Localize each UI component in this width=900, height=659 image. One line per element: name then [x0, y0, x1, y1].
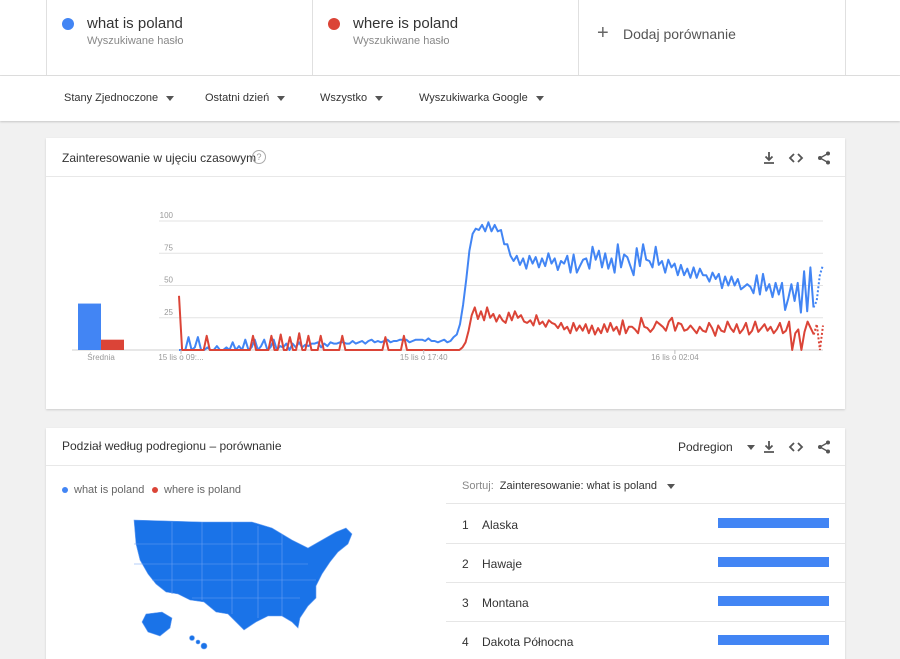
search-term-2[interactable]: where is poland Wyszukiwane hasło [312, 0, 578, 76]
help-icon[interactable]: ? [252, 150, 266, 164]
x-tick-label: 15 lis o 09:... [158, 353, 203, 362]
chevron-down-icon [535, 95, 544, 101]
interest-over-time-card: Zainteresowanie w ujęciu czasowym ? 100 7… [46, 138, 845, 409]
chevron-down-icon [375, 95, 384, 101]
card-title: Podział według podregionu – porównanie [62, 439, 282, 453]
series-partial-data-line [812, 264, 824, 308]
search-terms-bar: what is poland Wyszukiwane hasło where i… [0, 0, 900, 76]
y-tick-label: 25 [164, 308, 173, 317]
divider [46, 465, 845, 466]
share-icon[interactable] [816, 439, 832, 455]
legend-dot [152, 487, 158, 494]
interest-chart: 100 75 50 25 Średnia 15 lis o 09:... 15 lis … [72, 211, 824, 362]
region-name: Alaska [482, 518, 519, 532]
x-tick-label: 16 lis o 02:04 [651, 353, 699, 362]
filter-bar: Stany Zjednoczone Ostatni dzień Wszystko… [0, 76, 900, 121]
rank-number: 4 [462, 635, 469, 649]
region-name: Dakota Północna [482, 635, 574, 649]
dropdown-label: Podregion [678, 440, 733, 454]
legend-item: where is poland [152, 484, 241, 496]
average-bar[interactable] [101, 339, 124, 350]
share-icon[interactable] [816, 150, 832, 166]
interest-bar [718, 596, 829, 606]
y-tick-label: 75 [164, 243, 173, 252]
y-tick-label: 50 [164, 276, 173, 285]
plus-icon: + [597, 22, 609, 44]
divider [446, 543, 845, 544]
sort-label: Sortuj: [462, 480, 494, 492]
series-color-dot [328, 18, 340, 30]
subregion-dropdown[interactable]: Podregion [678, 440, 755, 454]
filter-category[interactable]: Wszystko [320, 92, 384, 104]
interest-bar [718, 557, 829, 567]
filter-region[interactable]: Stany Zjednoczone [64, 92, 175, 104]
chevron-down-icon [277, 95, 286, 101]
card-title: Zainteresowanie w ujęciu czasowym [62, 151, 257, 165]
region-name: Hawaje [482, 557, 523, 571]
filter-label: Ostatni dzień [205, 92, 270, 104]
rank-number: 2 [462, 557, 469, 571]
filter-label: Wszystko [320, 92, 368, 104]
rank-number: 1 [462, 518, 469, 532]
add-comparison-button[interactable]: + Dodaj porównanie [578, 0, 846, 76]
filter-time-range[interactable]: Ostatni dzień [205, 92, 286, 104]
filter-label: Wyszukiwarka Google [419, 92, 528, 104]
y-tick-label: 100 [160, 211, 174, 220]
filter-label: Stany Zjednoczone [64, 92, 159, 104]
embed-icon[interactable] [788, 150, 804, 166]
legend-item: what is poland [62, 484, 144, 496]
series-partial-data-line [812, 323, 824, 351]
series-color-dot [62, 18, 74, 30]
ranking-row[interactable]: 2 Hawaje [446, 543, 845, 582]
chevron-down-icon [746, 445, 755, 451]
chevron-down-icon [666, 483, 675, 489]
series-line[interactable] [179, 221, 815, 351]
interest-bar [718, 518, 829, 528]
subregion-card: Podział według podregionu – porównanie P… [46, 428, 845, 659]
search-term-text[interactable]: what is poland [87, 15, 183, 32]
search-term-1[interactable]: what is poland Wyszukiwane hasło [46, 0, 312, 76]
divider [446, 582, 845, 583]
sort-value: Zainteresowanie: what is poland [499, 480, 657, 492]
legend-label: where is poland [164, 484, 242, 496]
divider [446, 621, 845, 622]
interest-bar [718, 635, 829, 645]
divider [446, 503, 845, 504]
average-label: Średnia [87, 353, 115, 362]
search-term-subtitle: Wyszukiwane hasło [353, 35, 450, 47]
ranking-row[interactable]: 4 Dakota Północna [446, 621, 845, 659]
sort-control[interactable]: Sortuj: Zainteresowanie: what is poland [462, 480, 675, 492]
embed-icon[interactable] [788, 439, 804, 455]
divider [46, 176, 845, 177]
legend-label: what is poland [74, 484, 145, 496]
legend-dot [62, 487, 68, 494]
x-tick-label: 15 lis o 17:40 [400, 353, 448, 362]
search-term-subtitle: Wyszukiwane hasło [87, 35, 184, 47]
series-line[interactable] [178, 295, 815, 351]
rank-number: 3 [462, 596, 469, 610]
chevron-down-icon [166, 95, 175, 101]
add-comparison-label: Dodaj porównanie [623, 26, 736, 42]
download-icon[interactable] [761, 150, 777, 166]
filter-search-type[interactable]: Wyszukiwarka Google [419, 92, 544, 104]
average-bar[interactable] [78, 303, 101, 350]
search-term-text[interactable]: where is poland [353, 15, 459, 32]
download-icon[interactable] [761, 439, 777, 455]
ranking-row[interactable]: 3 Montana [446, 582, 845, 621]
region-name: Montana [482, 596, 529, 610]
us-subregion-map[interactable] [132, 518, 372, 658]
ranking-row[interactable]: 1 Alaska [446, 504, 845, 543]
